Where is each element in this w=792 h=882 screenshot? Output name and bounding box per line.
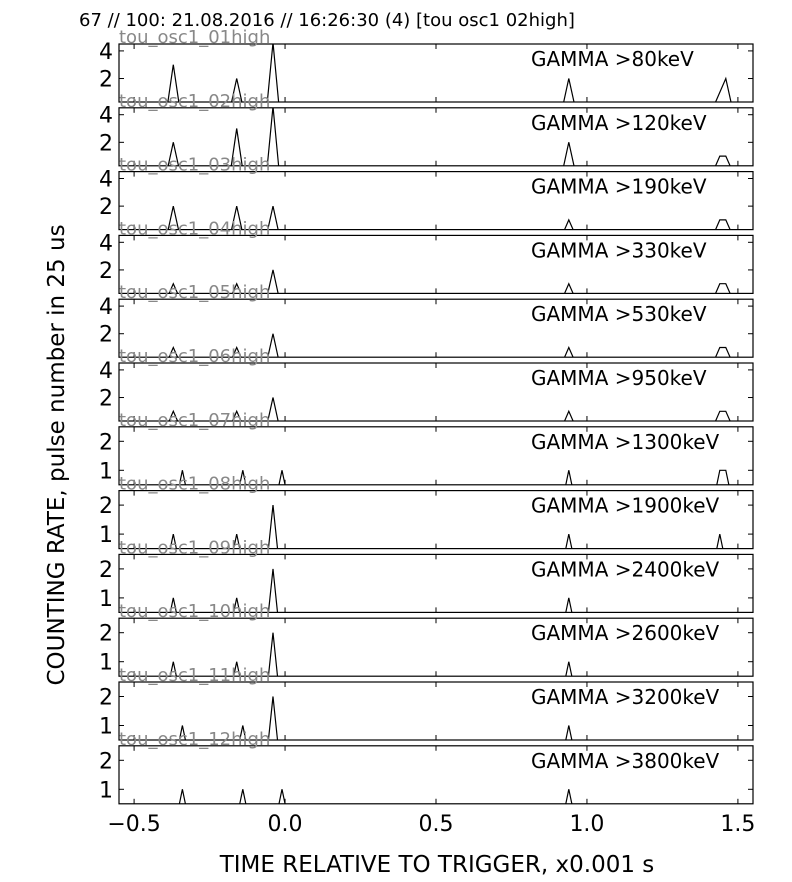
panel-4: 2 4 GAMMA >330keV tou_osc1_04high bbox=[99, 218, 754, 294]
panel-2: 24 GAMMA >120keV tou_osc1_02high bbox=[99, 91, 754, 167]
panel-label: GAMMA >950keV bbox=[531, 366, 707, 390]
y-tick-label: 2 bbox=[99, 622, 113, 647]
channel-name: tou_osc1_10high bbox=[119, 601, 270, 622]
panel-3: 24 GAMMA >190keV tou_osc1_03high bbox=[99, 155, 754, 231]
panel-label: GAMMA >3800keV bbox=[531, 749, 720, 773]
panel-label: GAMMA >80keV bbox=[531, 47, 694, 71]
panel-label: GAMMA >1300keV bbox=[531, 430, 720, 454]
y-tick-label: 1 bbox=[99, 523, 113, 548]
y-tick-label: 1 bbox=[99, 778, 113, 803]
y-tick-label: 2 bbox=[99, 494, 113, 519]
series-line bbox=[169, 505, 724, 549]
y-tick-label: 2 bbox=[99, 558, 113, 583]
y-tick-label: 4 bbox=[99, 40, 113, 65]
panel-1: 2 4 GAMMA >80keV tou_osc1_01high bbox=[99, 27, 754, 103]
y-tick-label: 1 bbox=[99, 715, 113, 740]
y-tick-label: 2 bbox=[99, 323, 113, 348]
x-tick-label: 1.0 bbox=[569, 812, 604, 837]
y-tick-label: 2 bbox=[99, 686, 113, 711]
panel-label: GAMMA >3200keV bbox=[531, 685, 720, 709]
panel-label: GAMMA >120keV bbox=[531, 111, 707, 135]
panel-label: GAMMA >190keV bbox=[531, 175, 707, 199]
x-axis-label: TIME RELATIVE TO TRIGGER, x0.001 s bbox=[219, 852, 655, 878]
y-tick-label: 2 bbox=[99, 749, 113, 774]
x-tick-label: −0.5 bbox=[107, 812, 160, 837]
channel-name: tou_osc1_03high bbox=[119, 155, 270, 176]
panel-5: 2 4 GAMMA >530keV tou_osc1_05high bbox=[99, 282, 754, 358]
x-tick-label: 0.5 bbox=[419, 812, 454, 837]
y-tick-label: 2 bbox=[99, 131, 113, 156]
y-tick-label: 1 bbox=[99, 587, 113, 612]
channel-name: tou_osc1_09high bbox=[119, 537, 270, 558]
channel-name: tou_osc1_02high bbox=[119, 91, 270, 112]
panel-8: 1 2 GAMMA >1900keV tou_osc1_08high bbox=[99, 474, 754, 550]
channel-name: tou_osc1_06high bbox=[119, 346, 270, 367]
series-line bbox=[168, 397, 731, 421]
channel-name: tou_osc1_01high bbox=[119, 27, 270, 48]
panel-label: GAMMA >2600keV bbox=[531, 621, 720, 645]
channel-name: tou_osc1_07high bbox=[119, 410, 270, 431]
y-tick-label: 4 bbox=[99, 104, 113, 129]
y-tick-label: 2 bbox=[99, 430, 113, 455]
series-line bbox=[168, 269, 731, 294]
series-line bbox=[167, 205, 731, 230]
y-tick-label: 4 bbox=[99, 168, 113, 193]
y-tick-label: 2 bbox=[99, 68, 113, 93]
x-axis-ticks: −0.5 0.0 0.5 1.0 1.5 bbox=[107, 812, 755, 837]
y-tick-label: 1 bbox=[99, 651, 113, 676]
chart-header: 67 // 100: 21.08.2016 // 16:26:30 (4) [t… bbox=[79, 10, 575, 31]
panel-12: 1 2 GAMMA >3800keV tou_osc1_12high bbox=[99, 729, 754, 805]
channel-name: tou_osc1_04high bbox=[119, 218, 270, 239]
x-tick-label: 0.0 bbox=[268, 812, 303, 837]
y-tick-label: 2 bbox=[99, 387, 113, 412]
panel-11: 1 2 GAMMA >3200keV tou_osc1_11high bbox=[99, 665, 754, 741]
y-tick-label: 4 bbox=[99, 295, 113, 320]
panel-6: 2 4 GAMMA >950keV tou_osc1_06high bbox=[99, 346, 754, 422]
channel-name: tou_osc1_11high bbox=[119, 665, 270, 686]
panel-7: 1 2 GAMMA >1300keV tou_osc1_07high bbox=[99, 410, 754, 486]
panel-label: GAMMA >2400keV bbox=[531, 557, 720, 581]
x-tick-label: 1.5 bbox=[720, 812, 755, 837]
y-axis-label: COUNTING RATE, pulse number in 25 us bbox=[44, 224, 70, 685]
panel-9: 1 2 GAMMA >2400keV tou_osc1_09high bbox=[99, 537, 754, 614]
panel-label: GAMMA >530keV bbox=[531, 302, 707, 326]
channel-name: tou_osc1_08high bbox=[119, 474, 270, 495]
panel-label: GAMMA >1900keV bbox=[531, 494, 720, 518]
y-tick-label: 4 bbox=[99, 359, 113, 384]
panel-10: 1 2 GAMMA >2600keV tou_osc1_10high bbox=[99, 601, 754, 677]
y-tick-label: 4 bbox=[99, 231, 113, 256]
y-tick-label: 2 bbox=[99, 259, 113, 284]
series-line bbox=[167, 107, 731, 166]
y-tick-label: 1 bbox=[99, 459, 113, 484]
y-tick-label: 2 bbox=[99, 195, 113, 220]
panel-label: GAMMA >330keV bbox=[531, 238, 707, 262]
channel-name: tou_osc1_05high bbox=[119, 282, 270, 303]
series-line bbox=[168, 333, 731, 358]
channel-name: tou_osc1_12high bbox=[119, 729, 270, 750]
